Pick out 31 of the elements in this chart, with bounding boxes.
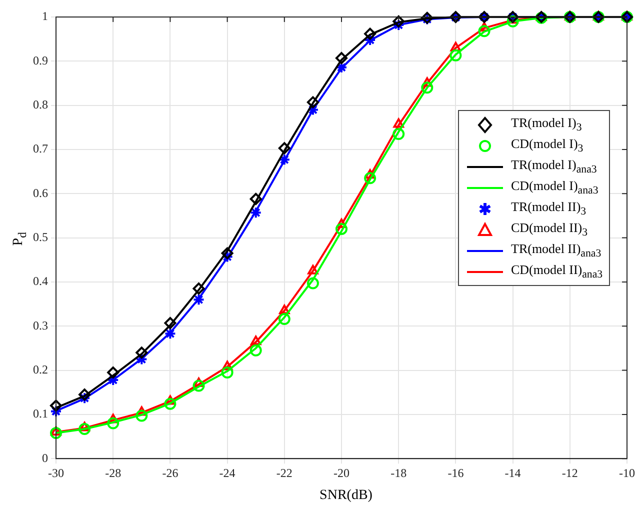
- x-tick-label: -10: [619, 466, 635, 480]
- x-tick-label: -28: [105, 466, 122, 480]
- x-tick-label: -14: [504, 466, 521, 480]
- legend-label: CD(model I)$_{ana3}$: [511, 178, 598, 197]
- y-tick-label: 0.7: [33, 142, 48, 156]
- x-tick-label: -24: [219, 466, 236, 480]
- y-tick-label: 0.6: [33, 186, 48, 200]
- legend-label: TR(model II)$_{ana3}$: [511, 241, 602, 260]
- legend-label: TR(model I)$_{ana3}$: [511, 157, 597, 176]
- x-tick-label: -12: [562, 466, 578, 480]
- x-tick-label: -18: [390, 466, 407, 480]
- x-tick-label: -30: [48, 466, 64, 480]
- legend-label: TR(model II)$_{3}$: [511, 199, 586, 218]
- x-tick-label: -26: [162, 466, 178, 480]
- x-axis-title: SNR(dB): [318, 488, 374, 504]
- y-tick-label: 0.8: [33, 97, 48, 112]
- legend-label: CD(model II)$_{ana3}$: [511, 262, 603, 281]
- legend-label: TR(model I)$_{3}$: [511, 115, 582, 134]
- y-tick-label: 0.3: [33, 318, 48, 332]
- x-tick-label: -22: [276, 466, 292, 480]
- y-tick-label: 0.2: [33, 362, 48, 376]
- y-tick-label: 1: [42, 9, 48, 24]
- y-tick-label: 0.4: [33, 274, 48, 288]
- legend-label: CD(model II)$_{3}$: [511, 220, 588, 239]
- y-tick-label: 0.5: [33, 230, 48, 244]
- legend-label: CD(model I)$_{3}$: [511, 136, 584, 155]
- y-tick-label: 0: [42, 450, 48, 465]
- x-tick-label: -16: [448, 466, 464, 480]
- y-tick-label: 0.1: [33, 406, 48, 421]
- y-tick-label: 0.9: [33, 53, 48, 68]
- x-tick-label: -20: [334, 466, 350, 480]
